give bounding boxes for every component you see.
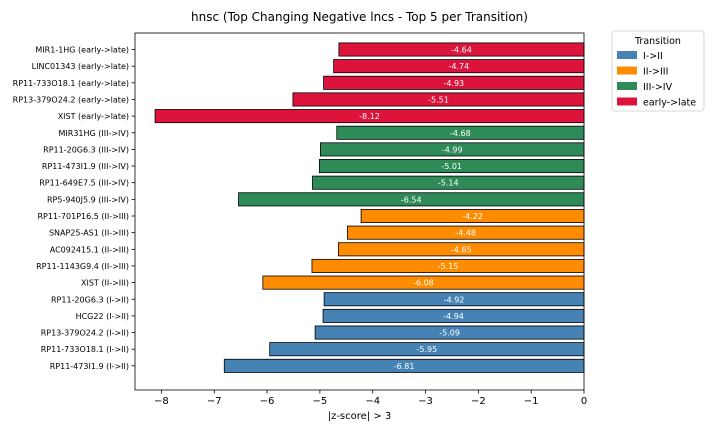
x-tick-label: −4 xyxy=(365,396,380,407)
bar-group: -8.12 XIST (early->late) xyxy=(58,109,585,124)
bar-value-label: -4.92 xyxy=(444,295,465,304)
bar-value-label: -6.81 xyxy=(394,362,415,371)
bar-value-label: -4.65 xyxy=(451,245,472,254)
bar-value-label: -4.48 xyxy=(455,229,476,238)
bar-value-label: -8.12 xyxy=(359,112,380,121)
bar-value-label: -6.54 xyxy=(401,195,422,204)
y-tick-label: RP11-473I1.9 (III->IV) xyxy=(42,162,129,171)
legend-item: III->IV xyxy=(617,82,673,93)
bar-group: -5.14 RP11-649E7.5 (III->IV) xyxy=(39,175,585,190)
y-tick-label: LINC01343 (early->late) xyxy=(32,62,129,71)
y-tick-label: RP13-379O24.2 (early->late) xyxy=(13,95,129,104)
bar-value-label: -5.09 xyxy=(439,329,460,338)
x-axis-label: |z-score| > 3 xyxy=(328,411,392,422)
y-tick-label: RP11-473I1.9 (I->II) xyxy=(50,362,129,371)
y-tick-label: XIST (early->late) xyxy=(58,112,129,121)
bar-group: -6.54 RP5-940J5.9 (III->IV) xyxy=(47,192,585,207)
x-tick-label: −8 xyxy=(154,396,169,407)
x-tick-label: −1 xyxy=(524,396,539,407)
y-tick-label: RP11-20G6.3 (I->II) xyxy=(51,295,129,304)
y-tick-label: MIR1-1HG (early->late) xyxy=(35,46,129,55)
legend-label: early->late xyxy=(643,98,696,109)
legend-swatch xyxy=(617,82,637,90)
bar-value-label: -4.94 xyxy=(443,312,464,321)
bar-group: -6.81 RP11-473I1.9 (I->II) xyxy=(50,358,585,373)
bar-value-label: -5.15 xyxy=(438,262,459,271)
y-tick-label: SNAP25-AS1 (II->III) xyxy=(49,229,129,238)
chart-title: hnsc (Top Changing Negative lncs - Top 5… xyxy=(191,10,528,24)
y-tick-label: RP11-701P16.5 (II->III) xyxy=(37,212,129,221)
y-tick-label: RP5-940J5.9 (III->IV) xyxy=(47,195,129,204)
legend-item: early->late xyxy=(617,97,696,109)
y-tick-label: RP11-1143G9.4 (II->III) xyxy=(36,262,129,271)
y-tick-label: RP11-649E7.5 (III->IV) xyxy=(39,179,129,188)
bar-value-label: -4.93 xyxy=(443,79,464,88)
legend: Transition I->II II->III III->IV early->late xyxy=(611,30,705,112)
bar-group: -5.51 RP13-379O24.2 (early->late) xyxy=(13,92,585,107)
bar-value-label: -5.01 xyxy=(441,162,462,171)
bar-value-label: -5.95 xyxy=(416,345,437,354)
legend-label: I->II xyxy=(643,51,663,62)
y-tick-label: MIR31HG (III->IV) xyxy=(59,129,130,138)
x-tick-label: −5 xyxy=(313,396,328,407)
legend-swatch xyxy=(617,66,637,75)
bar-value-label: -4.99 xyxy=(442,145,463,154)
bar-value-label: -4.74 xyxy=(448,62,469,71)
x-tick-label: −7 xyxy=(207,396,222,407)
bar-value-label: -5.14 xyxy=(438,179,459,188)
bar-value-label: -5.51 xyxy=(428,95,449,104)
bar-group: -5.95 RP11-733O18.1 (I->II) xyxy=(41,342,585,357)
legend-label: III->IV xyxy=(643,82,673,93)
legend-swatch xyxy=(617,97,637,106)
y-tick-label: RP13-379O24.2 (I->II) xyxy=(41,329,129,338)
y-tick-label: XIST (II->III) xyxy=(81,279,129,288)
y-tick-label: RP11-733O18.1 (I->II) xyxy=(41,345,129,354)
bar-group: -5.09 RP13-379O24.2 (I->II) xyxy=(41,325,585,340)
y-tick-label: HCG22 (I->II) xyxy=(76,312,129,321)
bar-group: -6.08 XIST (II->III) xyxy=(81,275,585,290)
bar-value-label: -4.68 xyxy=(450,129,471,138)
legend-item: I->II xyxy=(617,51,663,62)
bar-value-label: -4.64 xyxy=(451,46,472,55)
legend-swatch xyxy=(617,51,637,59)
legend-label: II->III xyxy=(643,67,668,78)
legend-title: Transition xyxy=(634,36,681,47)
y-tick-label: RP11-733O18.1 (early->late) xyxy=(13,79,129,88)
x-tick-label: −2 xyxy=(471,396,486,407)
axes-frame xyxy=(134,32,585,391)
bar-value-label: -4.22 xyxy=(462,212,483,221)
plot-area: -4.64 MIR1-1HG (early->late) -4.74 LINC0134… xyxy=(13,32,587,407)
y-tick-label: RP11-20G6.3 (III->IV) xyxy=(43,145,129,154)
y-tick-label: AC092415.1 (II->III) xyxy=(50,245,129,254)
bar-group: -5.15 RP11-1143G9.4 (II->III) xyxy=(36,258,585,273)
x-tick-label: 0 xyxy=(581,396,587,407)
legend-item: II->III xyxy=(617,66,668,78)
x-tick-label: −3 xyxy=(418,396,433,407)
x-tick-label: −6 xyxy=(260,396,275,407)
bar-value-label: -6.08 xyxy=(413,279,434,288)
